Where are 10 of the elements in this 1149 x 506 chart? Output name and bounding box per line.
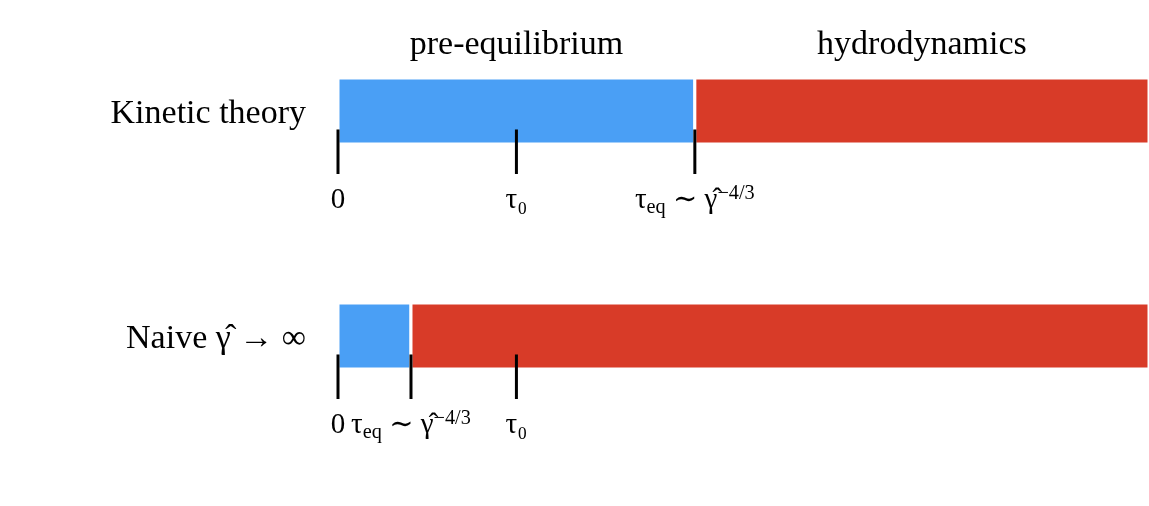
y-tick-label: Kinetic theory bbox=[110, 93, 306, 130]
ref-line-label: 0 bbox=[330, 407, 346, 439]
ref-line-label: τ₀ bbox=[505, 407, 528, 439]
ref-line-label: τ$_{eq}$ ∼ γ̂$^{−4/3}$ bbox=[351, 406, 471, 443]
ref-line-label: τ₀ bbox=[505, 182, 528, 214]
series-label: pre-equilibrium bbox=[409, 24, 624, 61]
ref-line-label: τ$_{eq}$ ∼ γ̂$^{−4/3}$ bbox=[634, 181, 755, 218]
y-tick-label: Naive γ̂ → ∞ bbox=[126, 318, 306, 355]
ref-line-label: 0 bbox=[330, 182, 346, 214]
series-label: hydrodynamics bbox=[817, 24, 1027, 61]
